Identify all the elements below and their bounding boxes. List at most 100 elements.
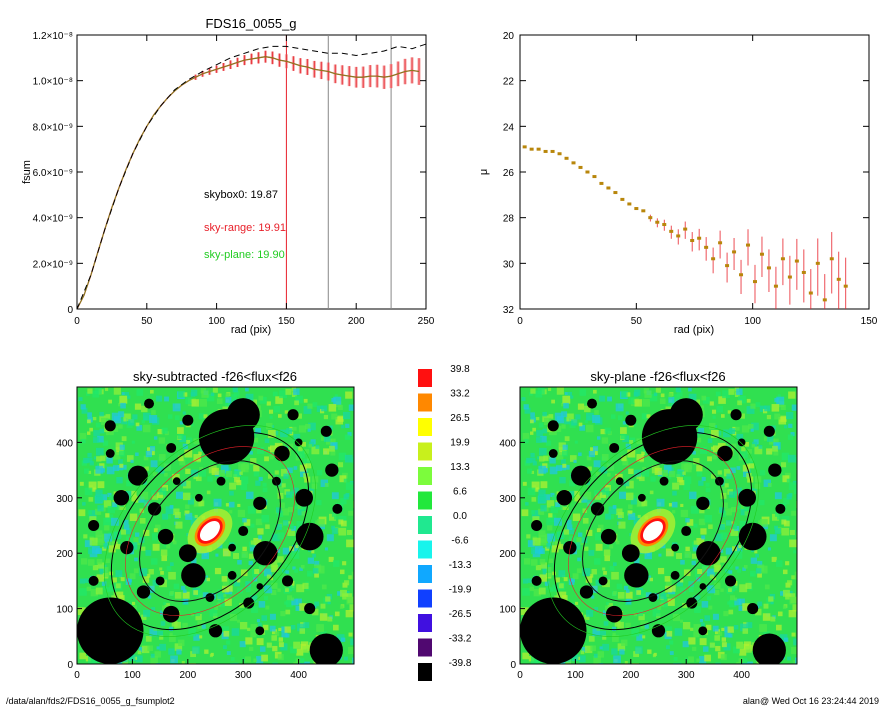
mask-circle [531, 575, 542, 586]
mask-circle [228, 543, 236, 552]
noise-patch [633, 651, 640, 658]
noise-patch [759, 499, 765, 506]
noise-patch [331, 413, 338, 420]
noise-patch [546, 571, 553, 578]
noise-patch [590, 645, 596, 652]
noise-patch [719, 507, 725, 513]
noise-patch [729, 600, 737, 608]
noise-patch [250, 458, 257, 465]
noise-patch [626, 589, 630, 593]
noise-patch [141, 546, 146, 551]
noise-patch [225, 393, 230, 398]
noise-patch [637, 610, 644, 617]
noise-patch [226, 651, 231, 655]
noise-patch [178, 391, 185, 398]
noise-patch [745, 646, 752, 653]
noise-patch [743, 504, 751, 511]
noise-patch [140, 491, 149, 500]
noise-patch [773, 438, 779, 444]
noise-patch [764, 584, 770, 590]
noise-patch [530, 419, 534, 424]
noise-patch [150, 656, 158, 664]
noise-patch [257, 447, 264, 454]
noise-patch [653, 392, 658, 396]
noise-patch [538, 465, 547, 474]
noise-patch [629, 439, 634, 444]
noise-patch [287, 521, 292, 525]
noise-patch [704, 615, 711, 621]
noise-patch [781, 519, 787, 525]
noise-patch [652, 654, 656, 658]
noise-patch [698, 480, 704, 486]
noise-patch [290, 625, 296, 630]
noise-patch [233, 390, 240, 397]
aperture-ellipse-1 [139, 460, 281, 602]
noise-patch [307, 428, 311, 432]
noise-patch [604, 555, 611, 562]
noise-patch [617, 592, 625, 599]
noise-patch [738, 598, 745, 605]
noise-patch [538, 489, 546, 497]
colorbar-swatch [418, 638, 432, 657]
mask-circle [304, 603, 316, 615]
noise-patch [152, 543, 160, 551]
noise-patch [296, 413, 302, 419]
noise-patch [130, 459, 134, 463]
noise-patch [78, 397, 83, 402]
noise-patch [782, 605, 787, 610]
mask-circle [120, 541, 134, 555]
y-tick-label: 200 [56, 549, 73, 560]
noise-patch [713, 560, 721, 567]
noise-patch [590, 595, 595, 599]
mu-point [606, 186, 611, 190]
noise-patch [269, 613, 276, 620]
noise-patch [284, 584, 288, 588]
noise-patch [343, 411, 351, 420]
noise-patch [255, 480, 261, 486]
noise-patch [276, 524, 282, 530]
noise-patch [733, 625, 739, 630]
noise-patch [774, 525, 779, 530]
noise-patch [711, 446, 715, 450]
noise-patch [795, 456, 797, 464]
noise-patch [344, 656, 348, 661]
noise-patch [306, 570, 313, 577]
noise-patch [682, 641, 689, 648]
noise-patch [723, 643, 731, 651]
noise-patch [105, 587, 111, 592]
mu-point [711, 257, 716, 261]
noise-patch [720, 654, 727, 661]
noise-patch [246, 491, 254, 500]
mu-point [822, 298, 827, 302]
noise-patch [611, 571, 619, 580]
y-tick-label: 32 [503, 305, 515, 316]
noise-patch [332, 560, 340, 567]
noise-patch [274, 631, 280, 636]
noise-patch [641, 413, 648, 420]
noise-patch [87, 457, 93, 463]
mask-circle [253, 496, 267, 510]
noise-patch [277, 532, 285, 540]
noise-patch [666, 645, 670, 650]
noise-patch [77, 607, 86, 616]
noise-patch [294, 505, 298, 509]
noise-patch [105, 414, 111, 419]
noise-patch [618, 491, 627, 499]
noise-patch [786, 478, 791, 483]
noise-patch [237, 503, 241, 508]
noise-patch [774, 492, 782, 500]
noise-patch [611, 626, 617, 631]
annotation-sky-plane: sky-plane: 19.90 [204, 249, 285, 261]
noise-patch [683, 569, 691, 577]
noise-patch [594, 490, 600, 496]
noise-patch [341, 425, 345, 429]
noise-patch [120, 529, 127, 535]
noise-patch [598, 524, 604, 531]
mask-circle [216, 476, 226, 486]
noise-patch [746, 472, 752, 479]
mask-circle [775, 503, 786, 514]
noise-patch [599, 646, 603, 650]
noise-patch [649, 393, 658, 402]
noise-patch [622, 459, 629, 466]
noise-patch [87, 559, 95, 566]
